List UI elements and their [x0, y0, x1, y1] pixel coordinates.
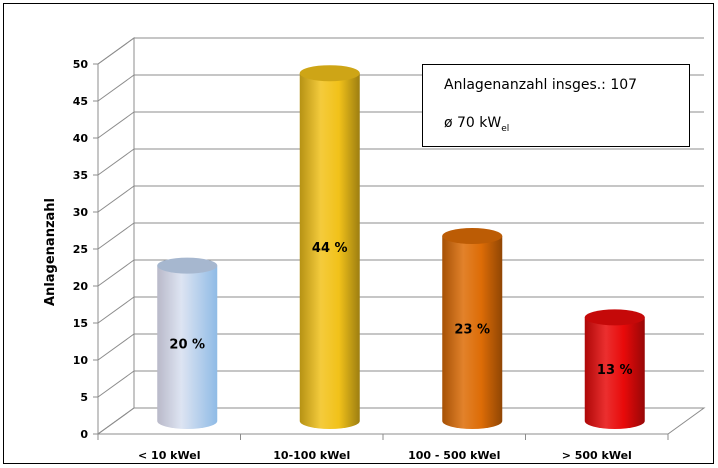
- gridline: [98, 186, 704, 212]
- data-label: 44 %: [312, 241, 348, 256]
- info-box: Anlagenanzahl insges.: 107 ø 70 kWel: [422, 64, 690, 147]
- bar-3: 23 %: [442, 228, 502, 429]
- info-average-value: ø 70 kW: [444, 115, 501, 131]
- y-tick-label: 40: [73, 132, 89, 145]
- bar-top: [585, 309, 645, 325]
- y-tick-label: 0: [80, 428, 88, 441]
- y-axis-label: Anlagenanzahl: [43, 198, 58, 306]
- data-label: 13 %: [597, 363, 633, 378]
- data-label: 20 %: [169, 337, 205, 352]
- info-average-subscript: el: [501, 124, 509, 134]
- y-tick-label: 5: [80, 391, 88, 404]
- bar-2: 44 %: [300, 65, 360, 429]
- gridline: [98, 223, 704, 249]
- chart-frame: 0 5 10 15 20 25 30 35 40 45 50 20 % 44 % 23 % 13 % < …: [3, 3, 714, 464]
- y-tick-label: 35: [73, 169, 88, 182]
- data-label: 23 %: [454, 323, 490, 338]
- y-tick-label: 50: [73, 58, 89, 71]
- y-tick-label: 30: [73, 206, 89, 219]
- y-tick-label: 25: [73, 243, 88, 256]
- y-tick-label: 10: [73, 354, 89, 367]
- bar-top: [157, 258, 217, 274]
- gridline: [98, 149, 704, 175]
- y-tick-label: 15: [73, 317, 88, 330]
- x-tick-label: > 500 kWel: [562, 449, 632, 462]
- info-total-count: Anlagenanzahl insges.: 107: [444, 77, 637, 93]
- gridline: [98, 38, 704, 64]
- y-tick-label: 45: [73, 95, 88, 108]
- info-average-power: ø 70 kWel: [444, 115, 509, 134]
- x-tick-label: 10-100 kWel: [273, 449, 350, 462]
- bar-top: [300, 65, 360, 81]
- x-tick-label: 100 - 500 kWel: [408, 449, 500, 462]
- y-tick-label: 20: [73, 280, 89, 293]
- x-tick-label: < 10 kWel: [138, 449, 200, 462]
- bar-4: 13 %: [585, 309, 645, 429]
- bar-1: 20 %: [157, 258, 217, 429]
- bar-top: [442, 228, 502, 244]
